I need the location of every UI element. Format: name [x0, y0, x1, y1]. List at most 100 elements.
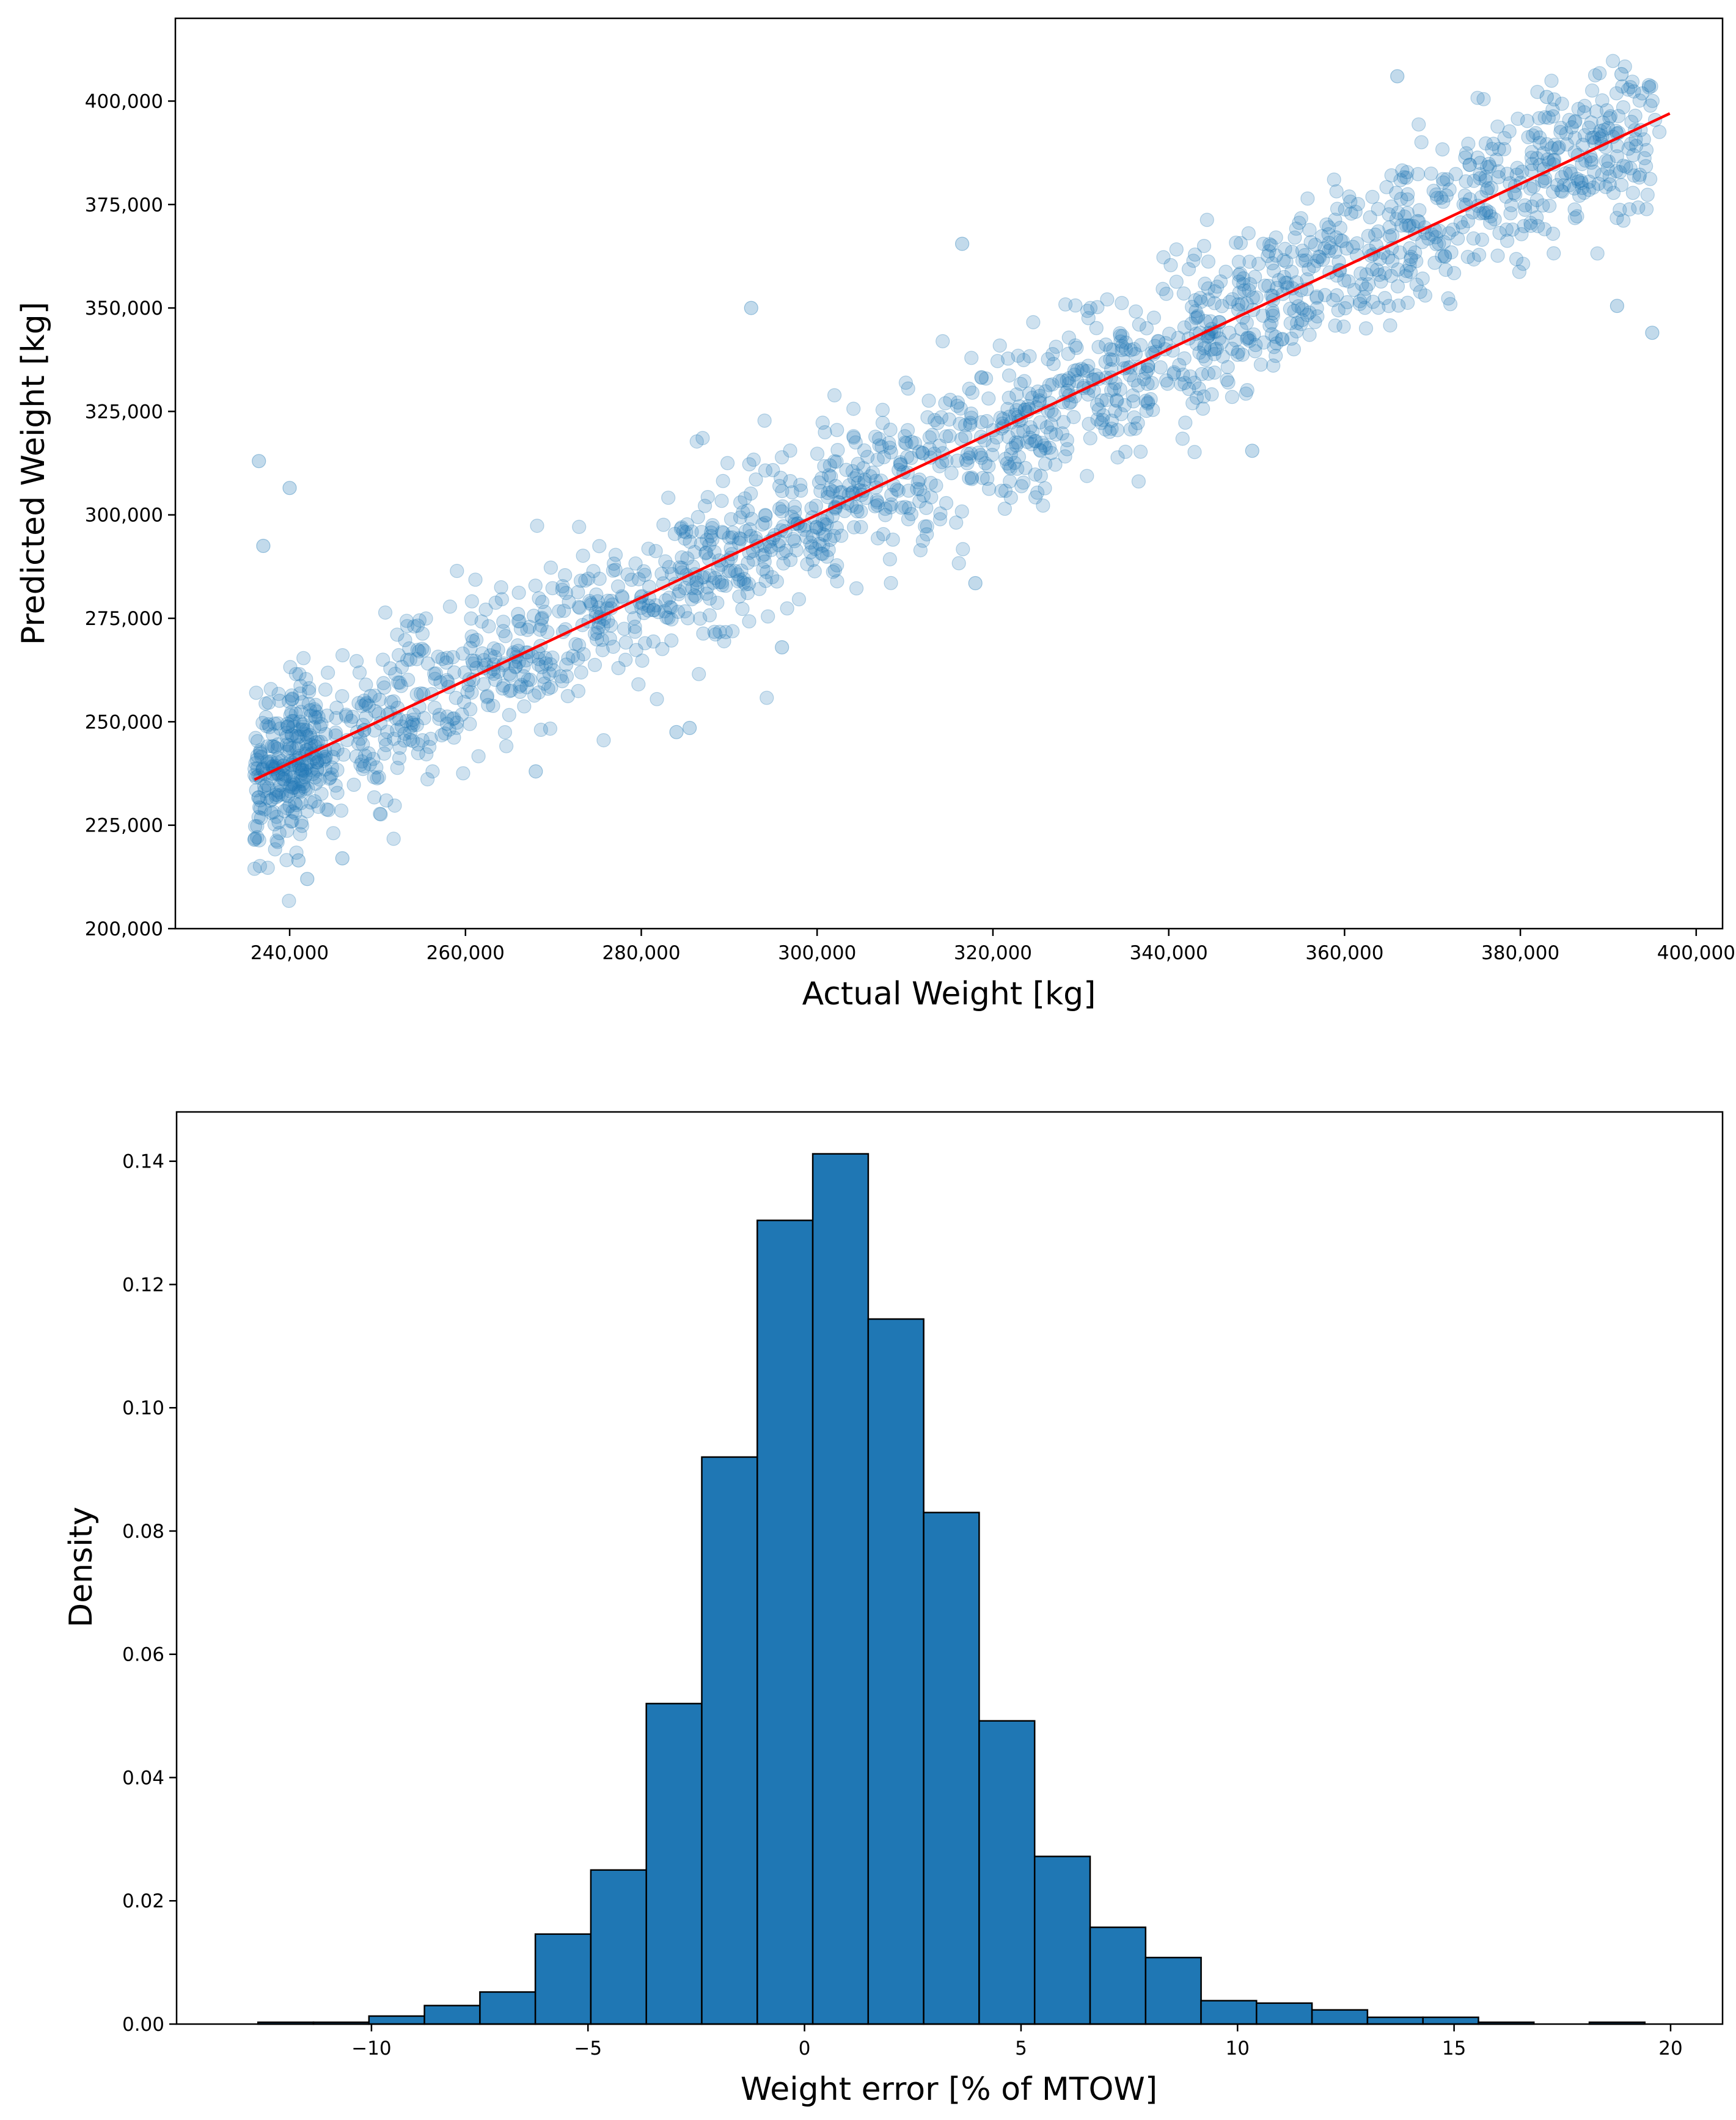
scatter-point [312, 772, 327, 787]
scatter-point [442, 599, 458, 614]
scatter-point [830, 558, 844, 572]
scatter-point [1553, 125, 1568, 139]
scatter-point [1127, 373, 1141, 388]
scatter-point [273, 721, 288, 736]
scatter-point [295, 766, 309, 780]
scatter-point [310, 755, 324, 770]
scatter-point [542, 667, 557, 681]
scatter-point [1279, 254, 1294, 269]
scatter-point [1357, 290, 1371, 304]
scatter-point [822, 483, 838, 497]
scatter-point [292, 729, 307, 744]
scatter-point [1275, 332, 1289, 347]
scatter-point [1500, 166, 1514, 181]
scatter-point [1134, 338, 1148, 353]
scatter-point [1251, 257, 1266, 271]
scatter-point [1280, 276, 1294, 290]
scatter-point [251, 790, 266, 805]
scatter-point [824, 469, 838, 484]
scatter-point [766, 462, 780, 478]
scatter-point-outlier [954, 236, 970, 251]
scatter-point [307, 720, 321, 735]
scatter-point [376, 652, 390, 667]
scatter-point [1458, 150, 1473, 165]
scatter-point [1545, 102, 1560, 117]
scatter-point [1611, 109, 1626, 123]
scatter-point [1564, 166, 1578, 181]
scatter-point [1232, 285, 1247, 300]
scatter-point [702, 608, 717, 623]
scatter-point [1265, 309, 1280, 323]
scatter-point [399, 613, 414, 628]
scatter-point [606, 639, 621, 654]
scatter-x-tick-label: 340,000 [1130, 942, 1208, 964]
scatter-point [291, 784, 306, 799]
scatter-point [1123, 343, 1138, 357]
scatter-point [1479, 205, 1493, 221]
scatter-point [271, 716, 285, 731]
scatter-point [797, 522, 812, 537]
scatter-point [694, 525, 709, 539]
scatter-point [540, 624, 555, 640]
scatter-point [1640, 188, 1655, 202]
scatter-point [1138, 393, 1153, 408]
scatter-point [349, 654, 364, 668]
scatter-point [1393, 245, 1407, 260]
scatter-point [1025, 390, 1040, 405]
scatter-point [1379, 180, 1394, 194]
scatter-point [1572, 188, 1587, 203]
scatter-point [678, 531, 692, 546]
scatter-point [1400, 192, 1415, 207]
scatter-point [791, 592, 807, 607]
scatter-point [516, 659, 531, 674]
scatter-point [249, 752, 264, 767]
scatter-point [901, 483, 916, 498]
scatter-point [964, 406, 978, 421]
scatter-point [815, 547, 830, 561]
scatter-point [278, 768, 293, 783]
scatter-point [1559, 126, 1573, 141]
scatter-point [1241, 226, 1256, 241]
scatter-point [478, 602, 493, 617]
scatter-point [857, 443, 872, 458]
scatter-point [1269, 336, 1284, 351]
scatter-point [578, 573, 593, 588]
scatter-point [1453, 215, 1468, 230]
scatter-point [407, 619, 422, 634]
scatter-point [820, 489, 835, 505]
scatter-point [1278, 276, 1293, 290]
histogram-bar [1033, 1855, 1091, 2025]
scatter-point [391, 648, 406, 663]
scatter-point [1016, 353, 1031, 368]
scatter-point [439, 655, 453, 670]
scatter-point [263, 682, 278, 696]
scatter-point [280, 719, 295, 734]
scatter-point [1270, 280, 1284, 295]
scatter-point [664, 633, 679, 648]
scatter-point [674, 520, 689, 535]
scatter-point [262, 781, 276, 795]
scatter-point [758, 508, 773, 522]
scatter-point [464, 685, 479, 700]
scatter-point [1625, 186, 1640, 200]
scatter-point [755, 548, 770, 563]
scatter-point [1644, 79, 1658, 93]
scatter-point [250, 748, 265, 763]
scatter-point [1533, 130, 1547, 145]
scatter-point [689, 434, 704, 449]
scatter-point [1551, 140, 1566, 155]
scatter-point [1401, 219, 1416, 233]
scatter-point [378, 605, 393, 620]
scatter-point [1182, 382, 1196, 397]
scatter-point [282, 694, 296, 709]
scatter-point [1298, 253, 1313, 268]
scatter-point [1540, 152, 1555, 167]
scatter-point [1439, 188, 1454, 203]
scatter-point [1601, 154, 1616, 169]
scatter-point [298, 782, 313, 797]
scatter-point [1220, 373, 1234, 387]
scatter-point [1090, 412, 1105, 427]
scatter-point [591, 620, 606, 635]
scatter-point [359, 695, 374, 711]
scatter-point [783, 552, 798, 568]
